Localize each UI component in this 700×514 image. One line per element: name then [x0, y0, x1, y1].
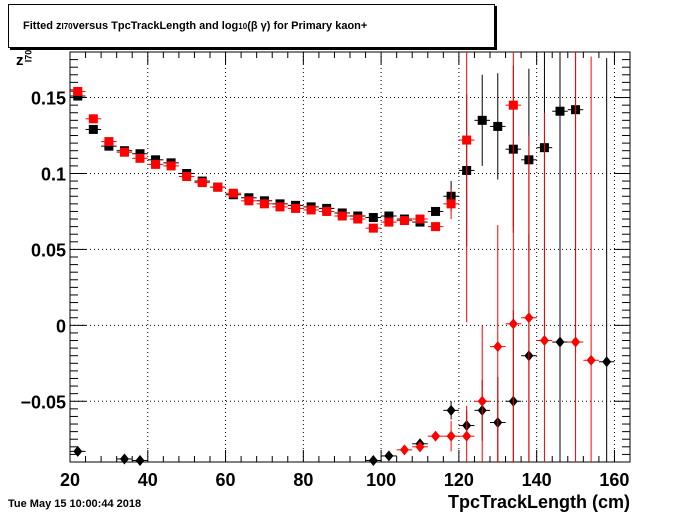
data-point-diamond [73, 445, 83, 457]
data-point-square [88, 124, 98, 134]
data-point-square [73, 91, 83, 101]
title-part-3: (β γ) for Primary kaon+ [247, 20, 368, 32]
data-point-diamond [384, 450, 394, 462]
x-tick-label: 40 [138, 470, 158, 490]
data-point-diamond [431, 430, 441, 442]
data-point-diamond [571, 336, 581, 348]
data-point-square [259, 199, 269, 209]
x-axis-label: TpcTrackLength (cm) [447, 492, 630, 512]
title-sub-2: 10 [238, 21, 248, 31]
data-point-square [306, 205, 316, 215]
data-point-diamond [493, 341, 503, 353]
x-tick-label: 140 [522, 470, 552, 490]
data-point-square [431, 222, 441, 232]
data-point-square [384, 217, 394, 227]
series-1 [70, 52, 522, 323]
data-point-diamond [586, 354, 596, 366]
data-point-square [119, 147, 129, 157]
data-point-square [462, 135, 472, 145]
y-tick-label: 0.05 [31, 240, 66, 260]
data-point-square [197, 178, 207, 188]
chart-title: Fitted z I70 versus TpcTrackLength and lo… [8, 4, 495, 48]
data-point-square [151, 159, 161, 169]
data-point-diamond [555, 336, 565, 348]
data-point-diamond [446, 430, 456, 442]
data-point-square [151, 155, 161, 165]
data-point-square [431, 206, 441, 216]
y-tick-label: −0.05 [20, 392, 66, 412]
data-point-diamond [602, 356, 612, 368]
data-point-square [555, 106, 565, 116]
x-tick-label: 100 [366, 470, 396, 490]
data-point-square [182, 172, 192, 182]
series-3 [396, 52, 599, 462]
data-marks [70, 52, 615, 466]
title-sub-1: I70 [61, 21, 73, 31]
x-tick-label: 120 [444, 470, 474, 490]
data-point-square [88, 114, 98, 124]
data-point-square [166, 161, 176, 171]
data-point-square [275, 202, 285, 212]
data-point-diamond [539, 335, 549, 347]
y-axis-label-main: z [16, 52, 24, 69]
x-tick-label: 60 [216, 470, 236, 490]
data-point-square [73, 86, 83, 96]
y-tick-label: 0.15 [31, 89, 66, 109]
data-point-square [368, 223, 378, 233]
data-point-diamond [119, 453, 129, 465]
series-0 [70, 52, 584, 385]
title-part-1: Fitted z [23, 20, 62, 32]
y-axis-label: zI70 [16, 49, 36, 69]
data-point-square [415, 214, 425, 224]
data-point-diamond [446, 404, 456, 416]
data-point-square [477, 115, 487, 125]
data-point-square [135, 149, 145, 159]
data-point-square [135, 153, 145, 163]
x-tick-label: 80 [293, 470, 313, 490]
data-point-square [337, 211, 347, 221]
data-point-diamond [399, 444, 409, 456]
y-tick-label: 0 [56, 316, 66, 336]
data-point-diamond [524, 312, 534, 324]
data-point-diamond [477, 395, 487, 407]
data-point-square [228, 188, 238, 198]
data-point-square [104, 141, 114, 151]
data-point-square [508, 100, 518, 110]
data-point-square [384, 211, 394, 221]
data-point-square [213, 182, 223, 192]
data-point-square [104, 137, 114, 147]
data-point-square [399, 216, 409, 226]
data-point-diamond [508, 318, 518, 330]
data-point-square [291, 203, 301, 213]
data-point-square [322, 206, 332, 216]
x-tick-label: 20 [60, 470, 80, 490]
date-stamp: Tue May 15 10:00:44 2018 [8, 498, 142, 510]
data-point-diamond [462, 430, 472, 442]
plot-frame [69, 51, 631, 463]
data-point-diamond [368, 454, 378, 466]
series-2 [70, 58, 615, 466]
data-point-square [353, 214, 363, 224]
y-tick-label: 0.1 [41, 164, 66, 184]
data-point-square [244, 196, 254, 206]
title-part-2: versus TpcTrackLength and log [72, 20, 239, 32]
grid-lines [70, 52, 630, 462]
axis-ticks: 20 40 60 80 100 120 140 160 −0.05 0 0.05 0.1 0.15 [20, 51, 631, 490]
data-point-square [368, 213, 378, 223]
data-point-diamond [415, 441, 425, 453]
x-tick-label: 160 [599, 470, 629, 490]
data-point-square [446, 199, 456, 209]
data-point-square [493, 121, 503, 131]
y-axis-label-sub: I70 [22, 49, 33, 63]
data-point-diamond [135, 454, 145, 466]
